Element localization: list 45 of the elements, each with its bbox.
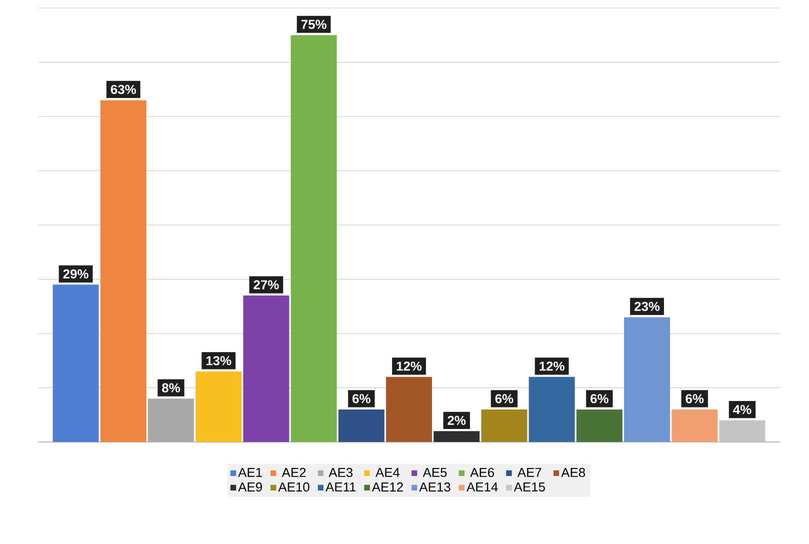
data-label: 6% <box>590 394 608 404</box>
data-label: 2% <box>448 416 466 425</box>
data-label: 29% <box>63 269 88 278</box>
legend-label: AE14 <box>466 482 498 492</box>
data-label: 4% <box>733 405 752 414</box>
bar <box>148 398 194 442</box>
legend-label: AE4 <box>375 468 400 477</box>
bar <box>386 376 432 442</box>
bar <box>481 409 528 442</box>
legend-label: AE1 <box>238 468 262 477</box>
legend-label: AE8 <box>561 468 586 478</box>
legend-label: AE7 <box>517 468 542 477</box>
bar <box>576 409 622 442</box>
data-label: 12% <box>540 362 564 371</box>
data-label: 6% <box>352 394 370 404</box>
bar <box>196 371 242 442</box>
legend-label: AE3 <box>328 468 353 478</box>
data-label: 75% <box>301 20 326 29</box>
bar <box>243 296 290 442</box>
bar <box>52 284 99 442</box>
legend-label: AE12 <box>372 482 403 492</box>
data-label: 23% <box>634 302 660 312</box>
legend-label: AE9 <box>238 482 262 492</box>
bar <box>719 420 766 442</box>
bar <box>672 409 718 442</box>
data-label: 6% <box>686 394 704 404</box>
data-label: 6% <box>495 394 514 404</box>
data-label: 27% <box>254 280 279 290</box>
legend-label: AE13 <box>419 482 450 492</box>
data-label: 8% <box>162 383 180 392</box>
bar <box>100 100 146 442</box>
legend-label: AE10 <box>278 482 310 492</box>
legend-label: AE15 <box>514 482 545 492</box>
legend-label: AE6 <box>470 468 494 478</box>
bar <box>290 35 337 442</box>
bar <box>434 431 480 442</box>
bar <box>338 409 384 442</box>
bar <box>624 317 670 442</box>
bar <box>528 376 575 442</box>
legend-label: AE11 <box>326 482 356 492</box>
data-label: 63% <box>110 84 136 94</box>
data-label: 12% <box>396 362 422 371</box>
legend-label: AE2 <box>282 468 306 477</box>
data-label: 13% <box>206 356 232 366</box>
legend-label: AE5 <box>422 468 447 477</box>
